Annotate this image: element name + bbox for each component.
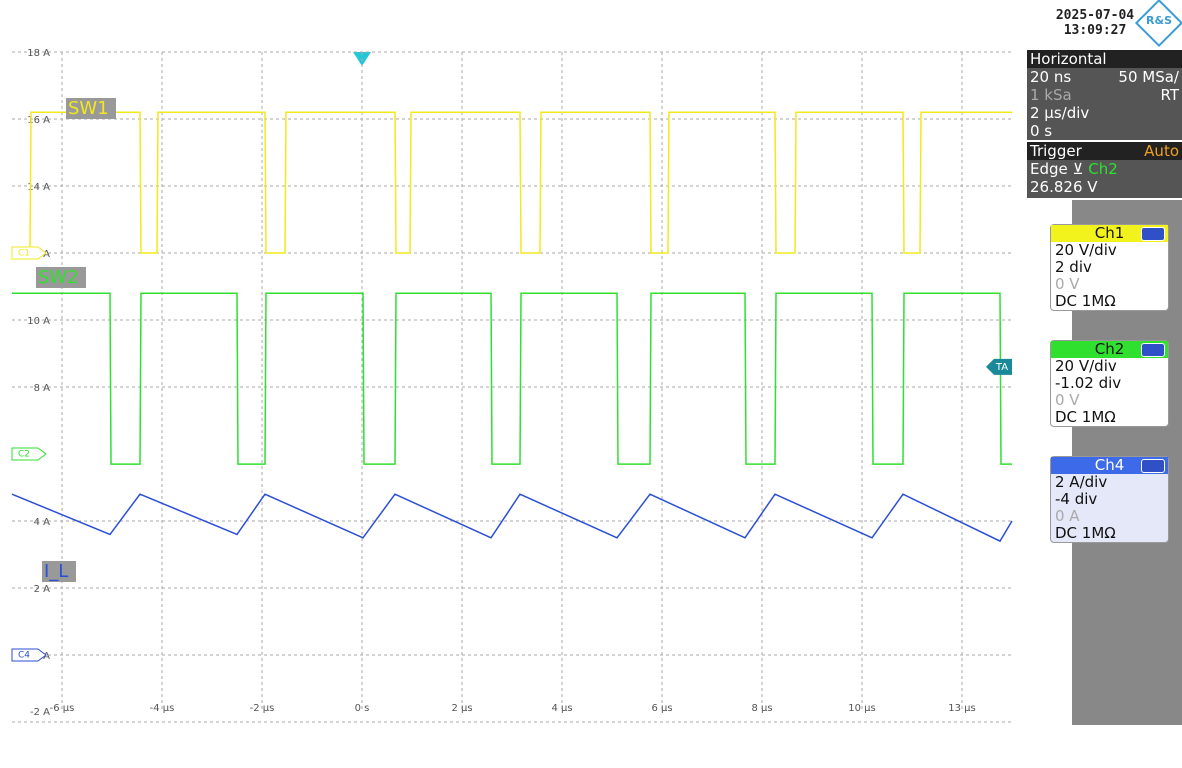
channel-marker <box>11 246 47 260</box>
trigger-level: 26.826 V <box>1030 178 1098 196</box>
x-tick-label: -4 µs <box>150 703 175 714</box>
waveform <box>12 292 1012 465</box>
trigger-level-marker <box>986 358 1012 375</box>
trigger-source: Ch2 <box>1088 160 1118 178</box>
series-name: SW1 <box>68 98 109 119</box>
trigger-type: Edge <box>1030 160 1068 178</box>
channel-position: -1.02 div <box>1055 374 1122 392</box>
label-bg <box>42 561 76 582</box>
date: 2025-07-04 <box>1055 8 1135 23</box>
channel-name: Ch4 <box>1094 456 1125 474</box>
channel-coupling: DC 1MΩ <box>1055 524 1116 542</box>
channel-marker-label: C4 <box>18 651 30 661</box>
scale: 2 µs/div <box>1030 104 1090 122</box>
channel-coupling: DC 1MΩ <box>1055 292 1116 310</box>
channel-name: Ch1 <box>1094 224 1125 242</box>
channel-offset: 0 V <box>1055 391 1080 409</box>
series-label: SW1 <box>66 98 116 119</box>
record: 1 kSa <box>1030 86 1072 104</box>
label-bg <box>66 98 116 119</box>
x-tick-label: 2 µs <box>451 703 472 714</box>
resolution: 20 ns <box>1030 68 1072 86</box>
y-tick-label: -2 A <box>30 707 50 718</box>
rate: 50 MSa/ <box>1118 68 1179 86</box>
channel-box[interactable]: Ch2 20 V/div -1.02 div 0 V DC 1MΩ <box>1050 340 1169 427</box>
channel-scale: 20 V/div <box>1055 241 1117 259</box>
trigger-panel[interactable]: Trigger Auto Edge ⊻ Ch2 26.826 V <box>1027 142 1182 198</box>
y-tick-label: 16 A <box>27 115 50 126</box>
datetime: 2025-07-04 13:09:27 <box>1040 8 1150 38</box>
channel-marker-label: C1 <box>18 249 30 259</box>
x-tick-label: 13 µs <box>948 703 975 714</box>
channel-scale: 20 V/div <box>1055 357 1117 375</box>
channel-offset: 0 V <box>1055 275 1080 293</box>
channel-box[interactable]: Ch1 20 V/div 2 div 0 V DC 1MΩ <box>1050 224 1169 311</box>
channel-name: Ch2 <box>1094 340 1125 358</box>
channel-box[interactable]: Ch4 2 A/div -4 div 0 A DC 1MΩ <box>1050 456 1169 543</box>
panel-title: Horizontal <box>1030 50 1107 68</box>
channel-marker <box>11 648 47 662</box>
trigger-mode: Auto <box>1144 142 1179 160</box>
time: 13:09:27 <box>1063 23 1127 38</box>
waveform <box>11 493 1013 543</box>
x-tick-label: 8 µs <box>751 703 772 714</box>
y-tick-label: 18 A <box>27 48 50 59</box>
horizontal-panel[interactable]: Horizontal 20 ns 50 MSa/ 1 kSa RT 2 µs/div… <box>1027 50 1182 140</box>
trigger-level-label: TA <box>995 362 1008 373</box>
channel-position: 2 div <box>1055 258 1092 276</box>
y-tick-label: 2 A <box>34 584 51 595</box>
x-tick-label: 4 µs <box>551 703 572 714</box>
position: 0 s <box>1030 122 1053 140</box>
series-label: SW2 <box>36 267 86 288</box>
y-tick-label: A <box>43 249 50 260</box>
y-tick-label: A <box>43 651 50 662</box>
y-tick-label: 4 A <box>34 517 51 528</box>
channel-marker <box>11 447 47 461</box>
waveform <box>12 111 1012 254</box>
channel-marker-label: C2 <box>18 450 30 460</box>
channel-scale: 2 A/div <box>1055 473 1108 491</box>
panel-title: Trigger <box>1030 142 1082 160</box>
channel-offset: 0 A <box>1055 507 1080 525</box>
channel-position: -4 div <box>1055 490 1098 508</box>
x-tick-label: -6 µs <box>50 703 75 714</box>
label-bg <box>36 267 86 288</box>
y-tick-label: 10 A <box>27 316 50 327</box>
x-tick-label: 0 s <box>355 703 370 714</box>
x-tick-label: -2 µs <box>250 703 275 714</box>
channel-coupling: DC 1MΩ <box>1055 408 1116 426</box>
series-name: SW2 <box>38 267 79 288</box>
x-tick-label: 10 µs <box>848 703 875 714</box>
y-tick-label: 14 A <box>27 182 50 193</box>
plot: 18 A 16 A 14 A A 10 A 8 A 4 A 2 A A -2 A -6 µs -4 µ… <box>11 48 1013 723</box>
logo-text: R&S <box>1146 14 1172 27</box>
series-name: I_L <box>44 561 68 582</box>
y-tick-label: 8 A <box>34 383 51 394</box>
mode: RT <box>1160 86 1180 104</box>
x-tick-label: 6 µs <box>651 703 672 714</box>
series-label: I_L <box>42 561 76 582</box>
